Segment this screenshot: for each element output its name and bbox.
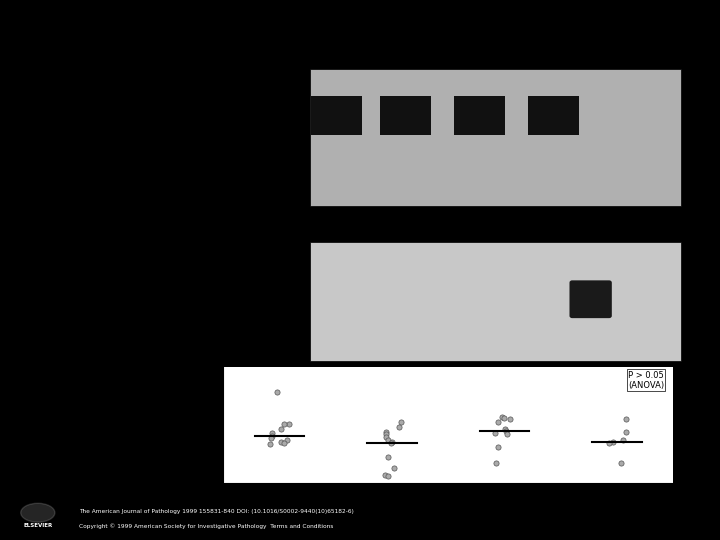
FancyBboxPatch shape (454, 96, 505, 134)
Text: a.: a. (173, 44, 186, 57)
Point (264, 440, 276, 448)
FancyBboxPatch shape (310, 242, 680, 361)
Point (396, 418, 408, 427)
Point (380, 428, 392, 436)
Text: NP: NP (328, 214, 346, 224)
Point (265, 434, 276, 442)
Point (500, 427, 512, 435)
Point (620, 415, 631, 424)
Point (621, 428, 632, 436)
Text: PT: PT (546, 45, 562, 55)
Point (498, 414, 509, 423)
Point (382, 472, 394, 481)
Point (607, 437, 618, 446)
Ellipse shape (21, 503, 55, 522)
Point (505, 415, 516, 424)
FancyBboxPatch shape (380, 96, 431, 134)
Text: The American Journal of Pathology 1999 155831-840 DOI: (10.1016/S0002-9440(10)65: The American Journal of Pathology 1999 1… (79, 509, 354, 514)
Text: Copyright © 1999 American Society for Investigative Pathology  Terms and Conditi: Copyright © 1999 American Society for In… (79, 524, 333, 529)
Point (492, 443, 503, 451)
Text: L: L (476, 45, 483, 55)
FancyBboxPatch shape (310, 69, 680, 206)
Text: PT: PT (503, 214, 519, 224)
Text: P: P (401, 45, 410, 55)
FancyBboxPatch shape (528, 96, 579, 134)
Text: P: P (391, 214, 399, 224)
Text: ELSEVIER: ELSEVIER (23, 523, 53, 529)
Text: P > 0.05
(ANOVA): P > 0.05 (ANOVA) (628, 370, 665, 390)
Point (389, 463, 400, 472)
Point (501, 430, 513, 438)
Point (379, 430, 391, 438)
Point (271, 388, 283, 396)
Text: b.: b. (173, 375, 186, 388)
Y-axis label: Densitometry Units: Densitometry Units (169, 381, 179, 469)
Point (266, 428, 278, 437)
Point (615, 458, 626, 467)
Point (618, 435, 629, 444)
Point (279, 420, 290, 428)
Text: NP: NP (328, 45, 346, 55)
Point (387, 437, 398, 446)
Text: HO-1
32 KDa: HO-1 32 KDa (173, 286, 205, 306)
Point (281, 435, 292, 444)
Point (492, 418, 504, 427)
Text: HO-2
36 KDa: HO-2 36 KDa (173, 100, 205, 120)
Point (382, 453, 394, 462)
FancyBboxPatch shape (312, 96, 361, 134)
Point (266, 431, 278, 440)
Point (490, 428, 501, 437)
Point (379, 433, 391, 441)
Text: Figure 2: Figure 2 (335, 19, 385, 32)
Point (384, 438, 396, 447)
Point (379, 470, 390, 479)
Point (603, 438, 615, 447)
Point (278, 438, 289, 447)
Point (496, 412, 508, 421)
Text: (+): (+) (581, 214, 600, 224)
Point (276, 437, 287, 446)
Point (490, 458, 501, 467)
Point (276, 425, 287, 434)
Point (382, 435, 394, 444)
Point (283, 419, 294, 428)
Point (499, 425, 510, 434)
FancyBboxPatch shape (570, 280, 612, 318)
Point (393, 423, 405, 431)
Text: L: L (449, 214, 456, 224)
